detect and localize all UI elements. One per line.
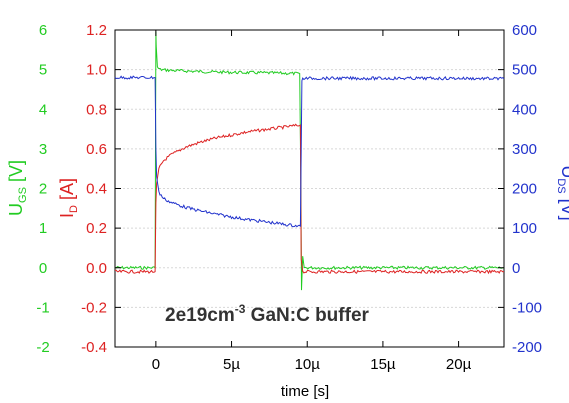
x-tick-label-4: 20µ	[446, 356, 472, 373]
series-uds-line	[114, 75, 505, 228]
id-axis-label-rest: [A]	[57, 178, 77, 205]
uds-tick-label-6: 400	[512, 101, 537, 118]
annotation-main: 2e19cm	[165, 305, 235, 326]
id-tick-label-7: 1.0	[86, 62, 107, 79]
ugs-tick-label-7: 5	[39, 62, 47, 79]
x-axis-label: time [s]	[281, 383, 329, 400]
ugs-tick-label-1: -1	[36, 299, 49, 316]
series-ugs-line	[114, 31, 505, 291]
annotation-rest: GaN:C buffer	[245, 305, 369, 326]
chart-annotation: 2e19cm-3 GaN:C buffer	[165, 302, 370, 326]
annotation-sup: -3	[235, 302, 246, 316]
x-tick-label-3: 15µ	[370, 356, 396, 373]
ugs-tick-label-8: 6	[39, 22, 47, 39]
x-tick-label-0: 0	[152, 356, 160, 373]
id-tick-label-0: -0.4	[81, 339, 107, 356]
id-axis-label-main: I	[57, 213, 77, 218]
uds-axis-label-sub: DS	[555, 178, 567, 193]
id-tick-label-5: 0.6	[86, 141, 107, 158]
ugs-axis-label-rest: [V]	[6, 160, 26, 187]
ugs-tick-label-0: -2	[36, 339, 49, 356]
id-tick-label-2: 0.0	[86, 260, 107, 277]
ugs-tick-label-6: 4	[39, 101, 47, 118]
series-group	[114, 31, 505, 291]
uds-tick-label-5: 300	[512, 141, 537, 158]
uds-tick-label-7: 500	[512, 62, 537, 79]
uds-tick-label-4: 200	[512, 181, 537, 198]
uds-tick-label-3: 100	[512, 220, 537, 237]
id-tick-label-8: 1.2	[86, 22, 107, 39]
id-axis-label: ID [A]	[57, 178, 80, 218]
uds-tick-label-8: 600	[512, 22, 537, 39]
ugs-tick-label-3: 1	[39, 220, 47, 237]
id-tick-label-1: -0.2	[81, 299, 107, 316]
ugs-tick-label-2: 0	[39, 260, 47, 277]
uds-axis-label-main: U	[558, 165, 569, 178]
id-tick-label-4: 0.4	[86, 181, 107, 198]
uds-tick-label-1: -100	[512, 299, 542, 316]
uds-tick-label-2: 0	[512, 260, 520, 277]
x-tick-label-1: 5µ	[223, 356, 240, 373]
ugs-axis-label-main: U	[6, 203, 26, 216]
id-tick-label-6: 0.8	[86, 101, 107, 118]
ugs-tick-label-5: 3	[39, 141, 47, 158]
uds-axis-label-rest: [V]	[558, 194, 569, 221]
uds-tick-label-0: -200	[512, 339, 542, 356]
id-axis-label-sub: D	[68, 205, 80, 213]
ugs-axis-label: UGS [V]	[6, 160, 29, 216]
uds-axis-label: UDS [V]	[555, 165, 569, 220]
x-tick-label-2: 10µ	[295, 356, 321, 373]
ugs-axis-label-sub: GS	[17, 187, 29, 203]
axes-group: 0 5µ 10µ 15µ 20µ -2 -1 0 1 2 3 4 5 6 -0.4 -0.2 0.0 0.2 0.4…	[6, 22, 569, 373]
ugs-tick-label-4: 2	[39, 181, 47, 198]
id-tick-label-3: 0.2	[86, 220, 107, 237]
series-id-line	[114, 123, 504, 275]
